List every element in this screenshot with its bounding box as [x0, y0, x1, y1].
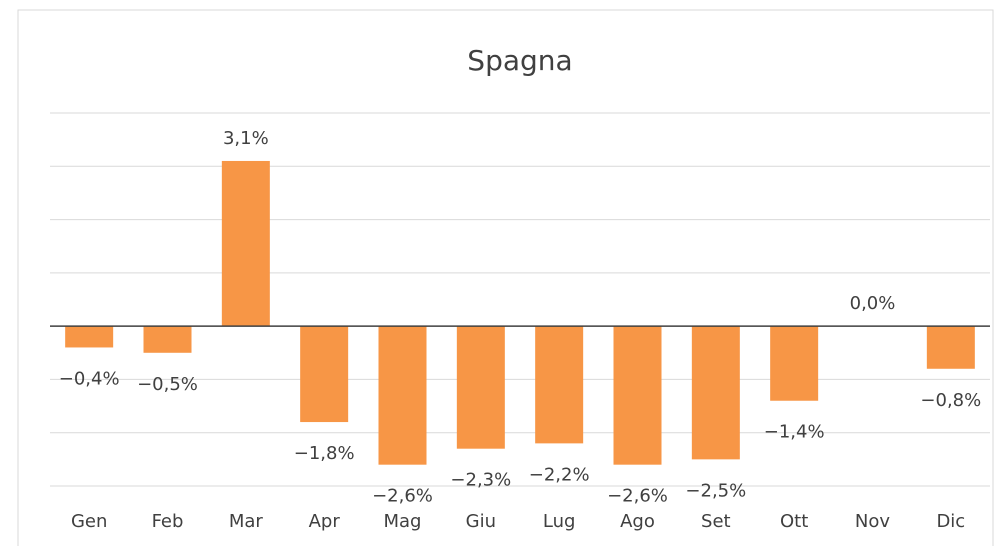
x-tick-label: Ago — [620, 511, 655, 532]
x-tick-label: Giu — [466, 511, 496, 532]
x-tick-label: Nov — [855, 511, 890, 532]
data-label: 0,0% — [850, 293, 896, 314]
x-tick-label: Feb — [152, 511, 184, 532]
data-label: −0,5% — [137, 374, 198, 395]
data-label: −2,6% — [372, 486, 433, 507]
data-label: −2,2% — [529, 464, 590, 485]
chart-title: Spagna — [467, 44, 572, 77]
data-label: −1,8% — [294, 443, 355, 464]
bar — [65, 326, 114, 348]
bar — [143, 326, 192, 353]
x-tick-label: Mar — [229, 511, 264, 532]
bar — [456, 326, 505, 449]
bar — [535, 326, 584, 444]
x-tick-label: Set — [701, 511, 731, 532]
x-tick-label: Lug — [543, 511, 576, 532]
data-label: −2,5% — [685, 480, 746, 501]
x-tick-label: Mag — [384, 511, 422, 532]
bar — [613, 326, 662, 465]
bar — [221, 160, 270, 327]
bar — [926, 326, 975, 369]
chart-frame — [17, 9, 994, 546]
data-label: −0,8% — [920, 390, 981, 411]
data-label: −2,6% — [607, 486, 668, 507]
x-tick-label: Apr — [309, 511, 341, 532]
data-label: −2,3% — [450, 470, 511, 491]
bar — [378, 326, 427, 465]
x-tick-label: Ott — [780, 511, 808, 532]
bar — [300, 326, 349, 423]
data-label: 3,1% — [223, 128, 269, 149]
bar — [770, 326, 819, 401]
x-tick-label: Dic — [936, 511, 965, 532]
bar — [691, 326, 740, 460]
data-label: −0,4% — [59, 368, 120, 389]
data-label: −1,4% — [764, 422, 825, 443]
x-tick-label: Gen — [71, 511, 107, 532]
